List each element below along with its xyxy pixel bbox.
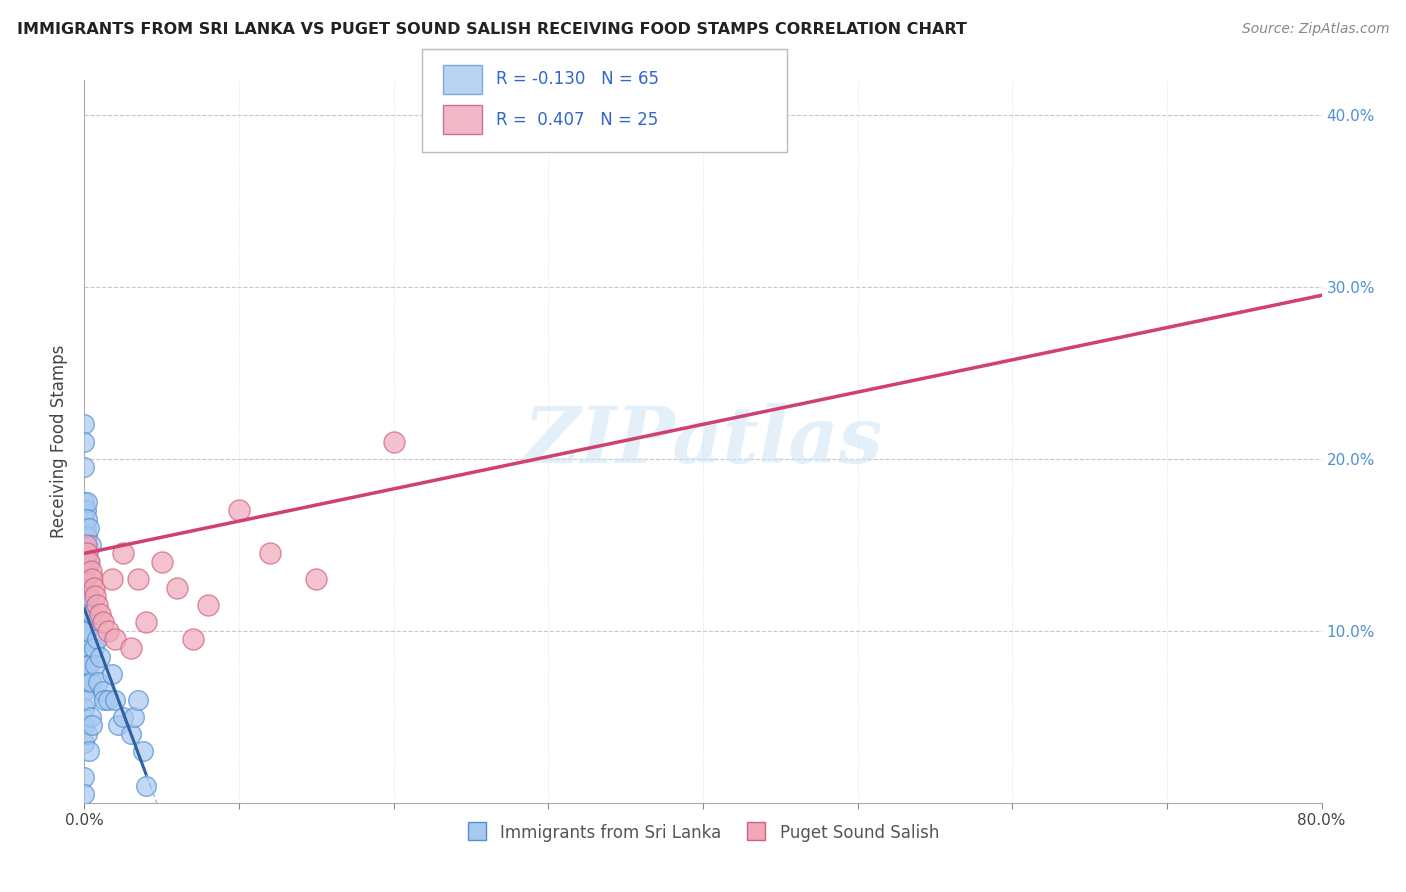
Point xyxy=(84,658,107,673)
Point xyxy=(101,572,124,586)
Point xyxy=(76,529,98,543)
Point xyxy=(73,434,96,449)
Text: Source: ZipAtlas.com: Source: ZipAtlas.com xyxy=(1241,22,1389,37)
Point xyxy=(73,701,96,715)
Point xyxy=(197,598,219,612)
Point xyxy=(89,649,111,664)
Point xyxy=(228,503,250,517)
Text: IMMIGRANTS FROM SRI LANKA VS PUGET SOUND SALISH RECEIVING FOOD STAMPS CORRELATIO: IMMIGRANTS FROM SRI LANKA VS PUGET SOUND… xyxy=(17,22,967,37)
Point xyxy=(73,460,96,475)
Point xyxy=(87,675,110,690)
Point xyxy=(75,538,97,552)
Point xyxy=(76,546,98,560)
Point xyxy=(86,632,108,647)
Point xyxy=(259,546,281,560)
Point xyxy=(305,572,328,586)
Y-axis label: Receiving Food Stamps: Receiving Food Stamps xyxy=(51,345,69,538)
Point xyxy=(76,494,98,508)
Point xyxy=(73,529,96,543)
Point xyxy=(75,555,97,569)
Point xyxy=(75,503,97,517)
Point xyxy=(73,598,96,612)
Point xyxy=(73,564,96,578)
Point xyxy=(73,632,96,647)
Point xyxy=(75,607,97,621)
Point xyxy=(73,787,96,801)
Point xyxy=(101,666,124,681)
Point xyxy=(96,692,118,706)
Point xyxy=(84,590,107,604)
Point xyxy=(181,632,204,647)
Point xyxy=(76,512,98,526)
Point xyxy=(120,727,142,741)
Point xyxy=(166,581,188,595)
Point xyxy=(79,538,101,552)
Point xyxy=(76,624,98,638)
Point xyxy=(75,520,97,534)
Point xyxy=(77,744,100,758)
Point xyxy=(75,538,97,552)
Point xyxy=(82,607,104,621)
Point xyxy=(73,649,96,664)
Point xyxy=(77,520,100,534)
Point xyxy=(75,624,97,638)
Point xyxy=(120,640,142,655)
Point xyxy=(91,684,114,698)
Point xyxy=(91,615,114,630)
Point xyxy=(86,598,108,612)
Point xyxy=(107,718,129,732)
Point xyxy=(79,710,101,724)
Point xyxy=(82,718,104,732)
Point xyxy=(73,417,96,432)
Point xyxy=(150,555,173,569)
Point xyxy=(75,675,97,690)
Point xyxy=(73,581,96,595)
Point xyxy=(77,658,100,673)
Point xyxy=(83,581,105,595)
Point xyxy=(82,572,104,586)
Point xyxy=(73,770,96,784)
Point xyxy=(77,555,100,569)
Point xyxy=(76,692,98,706)
Point xyxy=(77,590,100,604)
Point xyxy=(76,658,98,673)
Point xyxy=(135,615,157,630)
Text: R = -0.130   N = 65: R = -0.130 N = 65 xyxy=(496,70,659,88)
Point xyxy=(104,692,127,706)
Point xyxy=(79,675,101,690)
Legend: Immigrants from Sri Lanka, Puget Sound Salish: Immigrants from Sri Lanka, Puget Sound S… xyxy=(460,817,946,848)
Point xyxy=(93,692,115,706)
Point xyxy=(73,666,96,681)
Point xyxy=(127,692,149,706)
Text: ZIPatlas: ZIPatlas xyxy=(523,403,883,480)
Point xyxy=(127,572,149,586)
Point xyxy=(75,640,97,655)
Point xyxy=(112,546,135,560)
Point xyxy=(73,615,96,630)
Point xyxy=(135,779,157,793)
Point xyxy=(132,744,155,758)
Point xyxy=(73,512,96,526)
Point xyxy=(89,607,111,621)
Point xyxy=(112,710,135,724)
Point xyxy=(76,546,98,560)
Point xyxy=(73,494,96,508)
Point xyxy=(96,624,118,638)
Point xyxy=(83,640,105,655)
Point xyxy=(73,735,96,749)
Point xyxy=(75,590,97,604)
Point xyxy=(75,572,97,586)
Point xyxy=(122,710,145,724)
Point xyxy=(77,555,100,569)
Point xyxy=(76,727,98,741)
Point xyxy=(79,564,101,578)
Point xyxy=(104,632,127,647)
Point xyxy=(73,684,96,698)
Point xyxy=(73,546,96,560)
Point xyxy=(382,434,405,449)
Point xyxy=(73,718,96,732)
Text: R =  0.407   N = 25: R = 0.407 N = 25 xyxy=(496,111,658,128)
